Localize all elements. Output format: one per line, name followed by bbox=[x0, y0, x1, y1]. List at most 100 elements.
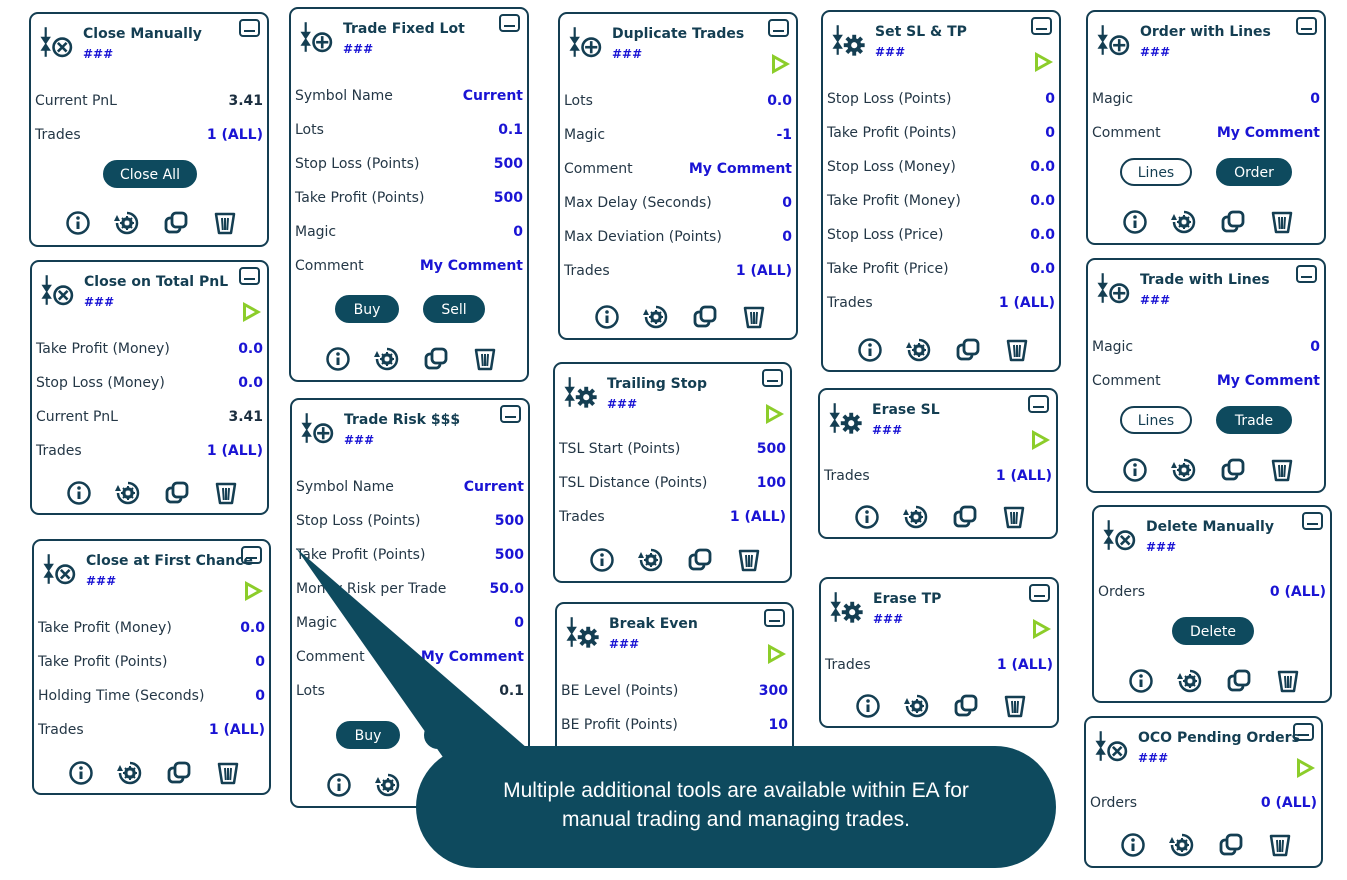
field-value[interactable]: 0.0 bbox=[1030, 261, 1055, 277]
lines-button[interactable]: Lines bbox=[1120, 406, 1192, 434]
field-value[interactable]: 50.0 bbox=[489, 581, 524, 597]
field-value[interactable]: 500 bbox=[493, 156, 523, 172]
panel-id: ### bbox=[875, 45, 906, 59]
field-value[interactable]: 0.0 bbox=[238, 375, 263, 391]
field-value[interactable]: My Comment bbox=[1216, 373, 1320, 389]
field-value[interactable]: 100 bbox=[756, 475, 786, 491]
play-icon[interactable] bbox=[1035, 52, 1053, 72]
field-label: Comment bbox=[295, 258, 364, 274]
panel-title: Close at First Chance bbox=[86, 553, 254, 569]
panel-id: ### bbox=[1138, 751, 1169, 765]
field-label: Orders bbox=[1098, 584, 1146, 600]
panel-id: ### bbox=[607, 397, 638, 411]
field-value[interactable]: 1 (ALL) bbox=[208, 722, 265, 738]
field-label: Current PnL bbox=[35, 93, 117, 109]
field-row: Trades 1 (ALL) bbox=[827, 292, 1055, 314]
play-icon[interactable] bbox=[245, 581, 263, 601]
field-value[interactable]: 0.0 bbox=[1030, 193, 1055, 209]
minimize-icon[interactable] bbox=[241, 546, 262, 564]
field-value[interactable]: 0.0 bbox=[238, 341, 263, 357]
field-value[interactable]: 1 (ALL) bbox=[995, 468, 1052, 484]
field-value[interactable]: 300 bbox=[758, 683, 788, 699]
field-value[interactable]: 0.0 bbox=[767, 93, 792, 109]
field-row: Stop Loss (Points) 500 bbox=[295, 153, 523, 175]
field-value[interactable]: My Comment bbox=[420, 649, 524, 665]
field-label: Lots bbox=[564, 93, 593, 109]
minimize-icon[interactable] bbox=[1028, 395, 1049, 413]
field-row: Take Profit (Points) 0 bbox=[827, 122, 1055, 144]
field-value[interactable]: My Comment bbox=[419, 258, 523, 274]
minimize-icon[interactable] bbox=[1296, 265, 1317, 283]
lines-button[interactable]: Lines bbox=[1120, 158, 1192, 186]
field-value[interactable]: 0 bbox=[782, 229, 792, 245]
field-value[interactable]: 500 bbox=[494, 513, 524, 529]
field-value[interactable]: 0 (ALL) bbox=[1260, 795, 1317, 811]
field-value[interactable]: 1 (ALL) bbox=[729, 509, 786, 525]
field-value[interactable]: 10 bbox=[768, 717, 788, 733]
minimize-icon[interactable] bbox=[1293, 723, 1314, 741]
field-value[interactable]: 0 bbox=[1045, 91, 1055, 107]
minimize-icon[interactable] bbox=[1296, 17, 1317, 35]
play-icon[interactable] bbox=[1297, 758, 1315, 778]
field-label: Take Profit (Money) bbox=[827, 193, 961, 209]
play-icon[interactable] bbox=[772, 54, 790, 74]
minimize-icon[interactable] bbox=[239, 267, 260, 285]
panel-trailing-stop: Trailing Stop ### TSL Start (Points) 500 … bbox=[553, 362, 792, 583]
minimize-icon[interactable] bbox=[1302, 512, 1323, 530]
field-label: BE Level (Points) bbox=[561, 683, 679, 699]
field-value[interactable]: 1 (ALL) bbox=[206, 443, 263, 459]
field-value[interactable]: Current bbox=[463, 479, 524, 495]
field-value[interactable]: 0 bbox=[782, 195, 792, 211]
buy-button[interactable]: Buy bbox=[336, 721, 400, 749]
field-value[interactable]: 500 bbox=[494, 547, 524, 563]
minimize-icon[interactable] bbox=[239, 19, 260, 37]
field-value[interactable]: 1 (ALL) bbox=[996, 657, 1053, 673]
field-value[interactable]: 1 (ALL) bbox=[998, 295, 1055, 311]
field-row: Magic -1 bbox=[564, 124, 792, 146]
field-value[interactable]: 500 bbox=[756, 441, 786, 457]
close-all-button[interactable]: Close All bbox=[103, 160, 197, 188]
play-icon[interactable] bbox=[766, 404, 784, 424]
play-icon[interactable] bbox=[768, 644, 786, 664]
field-value[interactable]: My Comment bbox=[688, 161, 792, 177]
field-value[interactable]: 0.0 bbox=[1030, 159, 1055, 175]
buy-button[interactable]: Buy bbox=[335, 295, 399, 323]
field-value[interactable]: 0 bbox=[1045, 125, 1055, 141]
field-value[interactable]: 0.0 bbox=[1030, 227, 1055, 243]
field-value[interactable]: My Comment bbox=[1216, 125, 1320, 141]
field-row: Stop Loss (Points) 0 bbox=[827, 88, 1055, 110]
field-value[interactable]: Current bbox=[462, 88, 523, 104]
field-value[interactable]: 1 (ALL) bbox=[735, 263, 792, 279]
field-value[interactable]: 0.0 bbox=[240, 620, 265, 636]
field-label: Trades bbox=[827, 295, 873, 311]
minimize-icon[interactable] bbox=[762, 369, 783, 387]
field-value[interactable]: 1 (ALL) bbox=[206, 127, 263, 143]
trade-button[interactable]: Trade bbox=[1216, 406, 1292, 434]
minimize-icon[interactable] bbox=[499, 14, 520, 32]
field-value[interactable]: 500 bbox=[493, 190, 523, 206]
field-value: 3.41 bbox=[228, 93, 263, 109]
field-value[interactable]: -1 bbox=[776, 127, 792, 143]
field-value[interactable]: 0 bbox=[255, 688, 265, 704]
minimize-icon[interactable] bbox=[500, 405, 521, 423]
field-value[interactable]: 0 bbox=[513, 224, 523, 240]
field-value[interactable]: 0 bbox=[514, 615, 524, 631]
field-row: Trades 1 (ALL) bbox=[564, 260, 792, 282]
minimize-icon[interactable] bbox=[1031, 17, 1052, 35]
field-value[interactable]: 0.1 bbox=[498, 122, 523, 138]
field-value[interactable]: 0 bbox=[1310, 339, 1320, 355]
order-button[interactable]: Order bbox=[1216, 158, 1292, 186]
field-value[interactable]: 0 (ALL) bbox=[1269, 584, 1326, 600]
play-icon[interactable] bbox=[1032, 430, 1050, 450]
field-label: Trades bbox=[824, 468, 870, 484]
play-icon[interactable] bbox=[243, 302, 261, 322]
minimize-icon[interactable] bbox=[764, 609, 785, 627]
sell-button[interactable]: Sell bbox=[423, 295, 485, 323]
minimize-icon[interactable] bbox=[1029, 584, 1050, 602]
field-label: Orders bbox=[1090, 795, 1138, 811]
delete-button[interactable]: Delete bbox=[1172, 617, 1254, 645]
field-value[interactable]: 0 bbox=[1310, 91, 1320, 107]
minimize-icon[interactable] bbox=[768, 19, 789, 37]
field-value[interactable]: 0 bbox=[255, 654, 265, 670]
play-icon[interactable] bbox=[1033, 619, 1051, 639]
